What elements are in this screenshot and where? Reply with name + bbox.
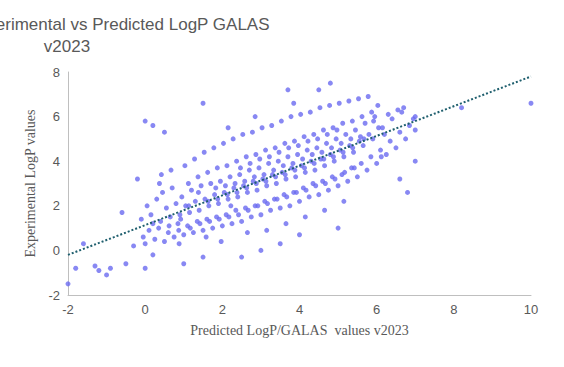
svg-text:-2: -2 xyxy=(48,288,60,303)
svg-text:8: 8 xyxy=(450,302,457,317)
svg-text:0: 0 xyxy=(142,302,149,317)
svg-text:10: 10 xyxy=(524,302,538,317)
svg-text:Correlation of Experimental vs: Correlation of Experimental vs Predicted… xyxy=(0,15,274,34)
svg-text:2: 2 xyxy=(53,198,60,213)
svg-text:2: 2 xyxy=(219,302,226,317)
svg-text:Experimental LogP values: Experimental LogP values xyxy=(23,110,38,258)
svg-text:6: 6 xyxy=(53,109,60,124)
svg-text:0: 0 xyxy=(53,243,60,258)
svg-text:v2023: v2023 xyxy=(44,37,90,56)
svg-text:Predicted LogP/GALAS values v: Predicted LogP/GALAS values v2023 xyxy=(190,323,409,338)
svg-text:8: 8 xyxy=(53,65,60,80)
svg-text:-2: -2 xyxy=(62,302,74,317)
svg-text:4: 4 xyxy=(296,302,303,317)
svg-text:4: 4 xyxy=(53,154,60,169)
svg-text:6: 6 xyxy=(373,302,380,317)
